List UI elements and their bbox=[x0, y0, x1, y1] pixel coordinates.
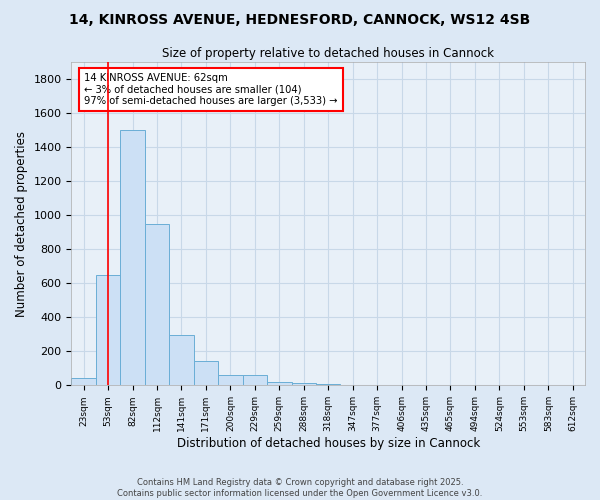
Text: 14, KINROSS AVENUE, HEDNESFORD, CANNOCK, WS12 4SB: 14, KINROSS AVENUE, HEDNESFORD, CANNOCK,… bbox=[70, 12, 530, 26]
Bar bbox=[292, 383, 316, 386]
Bar bbox=[267, 382, 292, 386]
Bar bbox=[145, 224, 169, 386]
Bar bbox=[194, 362, 218, 386]
Bar bbox=[169, 335, 194, 386]
Bar bbox=[121, 130, 145, 386]
Bar bbox=[218, 375, 242, 386]
Title: Size of property relative to detached houses in Cannock: Size of property relative to detached ho… bbox=[162, 48, 494, 60]
Bar bbox=[96, 274, 121, 386]
Y-axis label: Number of detached properties: Number of detached properties bbox=[15, 130, 28, 316]
Bar bbox=[242, 375, 267, 386]
Bar bbox=[316, 384, 340, 386]
X-axis label: Distribution of detached houses by size in Cannock: Distribution of detached houses by size … bbox=[176, 437, 480, 450]
Text: 14 KINROSS AVENUE: 62sqm
← 3% of detached houses are smaller (104)
97% of semi-d: 14 KINROSS AVENUE: 62sqm ← 3% of detache… bbox=[84, 73, 338, 106]
Bar bbox=[71, 378, 96, 386]
Text: Contains HM Land Registry data © Crown copyright and database right 2025.
Contai: Contains HM Land Registry data © Crown c… bbox=[118, 478, 482, 498]
